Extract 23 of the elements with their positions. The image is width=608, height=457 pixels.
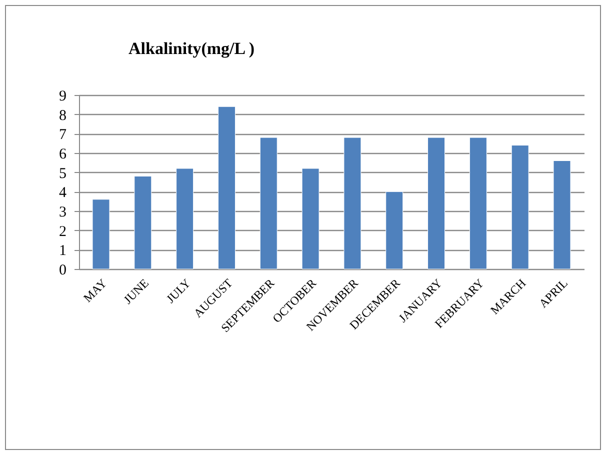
y-tick-label: 4: [59, 185, 67, 202]
bar: [469, 137, 487, 270]
y-tick-label: 8: [59, 108, 66, 124]
bar: [218, 106, 236, 270]
y-tick-label: 6: [59, 146, 67, 162]
y-tick-label: 1: [59, 243, 66, 260]
y-tick-label: 5: [59, 166, 66, 182]
bar: [92, 199, 110, 270]
y-tick-label: 7: [59, 127, 67, 144]
y-tick-label: 3: [59, 204, 66, 220]
bar: [511, 145, 529, 270]
chart-title: Alkalinity(mg/L ): [128, 39, 255, 58]
bar: [302, 168, 320, 270]
y-tick-label: 2: [59, 224, 66, 240]
bar: [553, 160, 571, 270]
bar: [260, 137, 278, 270]
bar: [344, 137, 362, 270]
bar: [134, 176, 152, 270]
bar: [386, 191, 404, 270]
bar: [428, 137, 446, 270]
bar: [176, 168, 194, 270]
y-tick-label: 9: [59, 88, 66, 104]
y-tick-label: 0: [59, 262, 66, 278]
